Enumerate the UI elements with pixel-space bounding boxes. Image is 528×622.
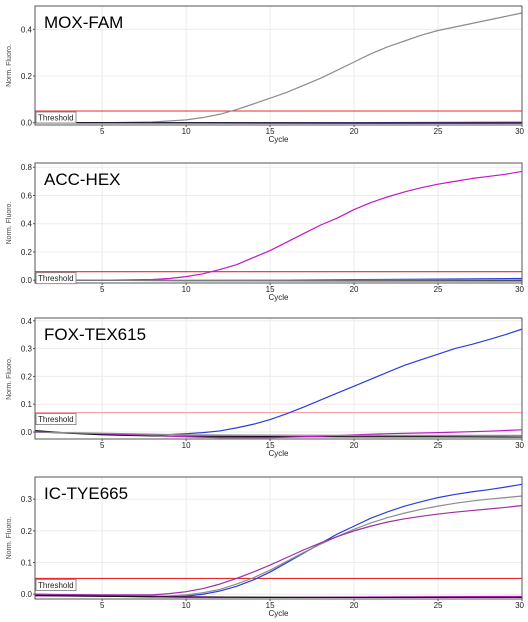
x-tick-label: 20 — [350, 127, 359, 136]
y-tick-label: 0.0 — [21, 119, 33, 128]
threshold-label: Threshold — [38, 581, 74, 590]
x-tick-label: 25 — [434, 285, 443, 294]
x-tick-label: 30 — [515, 127, 524, 136]
threshold-label-box — [35, 579, 77, 591]
y-axis-label: Norm. Fluoro. — [6, 517, 13, 560]
x-tick-label: 10 — [182, 285, 191, 294]
x-tick-label: 15 — [266, 127, 275, 136]
panel-title: IC-TYE665 — [44, 484, 128, 503]
x-tick-label: 20 — [350, 601, 359, 610]
threshold-label: Threshold — [38, 274, 74, 283]
x-tick-label: 30 — [515, 601, 524, 610]
amplification-curve-1 — [34, 328, 523, 436]
x-tick-label: 5 — [100, 601, 105, 610]
y-tick-label: 0.0 — [21, 276, 33, 285]
threshold-label: Threshold — [38, 415, 74, 424]
x-tick-label: 10 — [182, 601, 191, 610]
y-tick-label: 0.2 — [21, 527, 33, 536]
amplification-curve-1 — [35, 170, 523, 281]
x-tick-label: 25 — [434, 441, 443, 450]
y-axis-label: Norm. Fluoro. — [6, 44, 13, 87]
chart-panel-4: Threshold 5 10 15 20 25 30 Cycle 0.0 0.1 0.2 0.3 Nor… — [6, 476, 525, 618]
y-tick-label: 0.4 — [21, 25, 33, 34]
panel-title: MOX-FAM — [44, 13, 123, 32]
y-tick-label: 0.2 — [21, 248, 33, 257]
x-axis-label: Cycle — [268, 609, 289, 618]
amplification-curve-3 — [34, 504, 523, 596]
plot-frame — [34, 317, 523, 440]
threshold-label: Threshold — [38, 114, 74, 123]
amplification-curve-1 — [35, 12, 523, 124]
chart-panel-1: Threshold 5 10 15 20 25 30 Cycle 0.0 0.2 0.4 Norm. … — [6, 5, 525, 144]
y-tick-label: 0.0 — [21, 590, 33, 599]
threshold-label-box — [35, 111, 77, 124]
x-tick-label: 10 — [182, 127, 191, 136]
plot-area — [35, 6, 522, 125]
y-tick-label: 0.1 — [21, 400, 33, 409]
x-tick-label: 15 — [266, 601, 275, 610]
x-tick-label: 5 — [100, 285, 105, 294]
x-tick-label: 20 — [350, 285, 359, 294]
y-tick-label: 0.2 — [21, 372, 33, 381]
chart-panel-2: Threshold 5 10 15 20 25 30 Cycle 0.0 0.2 0.4 0.6 0.8… — [6, 162, 525, 302]
y-tick-label: 0.0 — [21, 428, 33, 437]
plot-area — [35, 163, 522, 283]
x-tick-label: 5 — [100, 441, 105, 450]
y-tick-label: 0.2 — [21, 72, 33, 81]
y-tick-label: 0.3 — [21, 345, 33, 354]
plot-frame — [34, 5, 523, 126]
plot-area — [35, 318, 522, 439]
x-tick-label: 10 — [182, 441, 191, 450]
y-axis-label: Norm. Fluoro. — [6, 357, 13, 400]
x-tick-label: 15 — [266, 285, 275, 294]
plot-frame — [34, 162, 523, 284]
amplification-curve-4 — [34, 431, 522, 436]
x-tick-label: 5 — [100, 127, 105, 136]
amplification-curve-2 — [34, 495, 523, 597]
chart-panel-3: Threshold 5 10 15 20 25 30 Cycle 0.0 0.1 0.2 0.3 0.4… — [6, 317, 525, 458]
y-axis-label: Norm. Fluoro. — [6, 202, 13, 245]
x-tick-label: 30 — [515, 285, 524, 294]
x-tick-label: 20 — [350, 441, 359, 450]
panel-title: ACC-HEX — [44, 170, 121, 189]
y-tick-label: 0.4 — [21, 220, 33, 229]
x-axis-label: Cycle — [268, 135, 289, 144]
panel-title: FOX-TEX615 — [44, 325, 146, 344]
x-axis-label: Cycle — [268, 449, 289, 458]
plot-frame — [34, 476, 523, 600]
x-tick-label: 25 — [434, 127, 443, 136]
y-tick-label: 0.6 — [21, 191, 33, 200]
threshold-label-box — [35, 413, 77, 425]
amplification-curve-5 — [34, 594, 522, 599]
x-tick-label: 30 — [515, 441, 524, 450]
y-tick-label: 0.3 — [21, 495, 33, 504]
x-tick-label: 25 — [434, 601, 443, 610]
amplification-curve-3 — [34, 429, 523, 439]
y-tick-label: 0.1 — [21, 559, 33, 568]
y-tick-label: 0.4 — [21, 317, 33, 326]
y-tick-label: 0.8 — [21, 163, 33, 172]
x-axis-label: Cycle — [268, 293, 289, 302]
x-tick-label: 15 — [266, 441, 275, 450]
threshold-label-box — [35, 272, 77, 285]
